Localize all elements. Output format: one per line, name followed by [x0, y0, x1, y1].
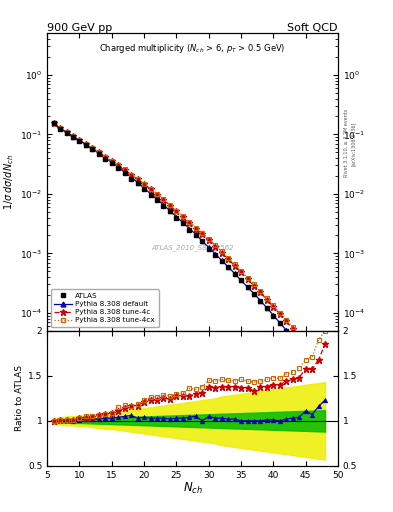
- Text: Rivet 3.1.10, ≥ 3.2M events: Rivet 3.1.10, ≥ 3.2M events: [344, 109, 349, 178]
- Y-axis label: $1/\sigma\,d\sigma/dN_{ch}$: $1/\sigma\,d\sigma/dN_{ch}$: [2, 154, 16, 210]
- Text: Charged multiplicity ($N_{ch}$ > 6, $p_T$ > 0.5 GeV): Charged multiplicity ($N_{ch}$ > 6, $p_T…: [99, 42, 286, 55]
- Y-axis label: Ratio to ATLAS: Ratio to ATLAS: [15, 366, 24, 431]
- Text: ATLAS_2010_S8918562: ATLAS_2010_S8918562: [151, 244, 234, 251]
- X-axis label: $N_{ch}$: $N_{ch}$: [183, 481, 202, 496]
- Text: Soft QCD: Soft QCD: [288, 23, 338, 33]
- Legend: ATLAS, Pythia 8.308 default, Pythia 8.308 tune-4c, Pythia 8.308 tune-4cx: ATLAS, Pythia 8.308 default, Pythia 8.30…: [51, 289, 158, 327]
- Text: [arXiv:1306.3436]: [arXiv:1306.3436]: [351, 121, 356, 165]
- Text: 900 GeV pp: 900 GeV pp: [47, 23, 112, 33]
